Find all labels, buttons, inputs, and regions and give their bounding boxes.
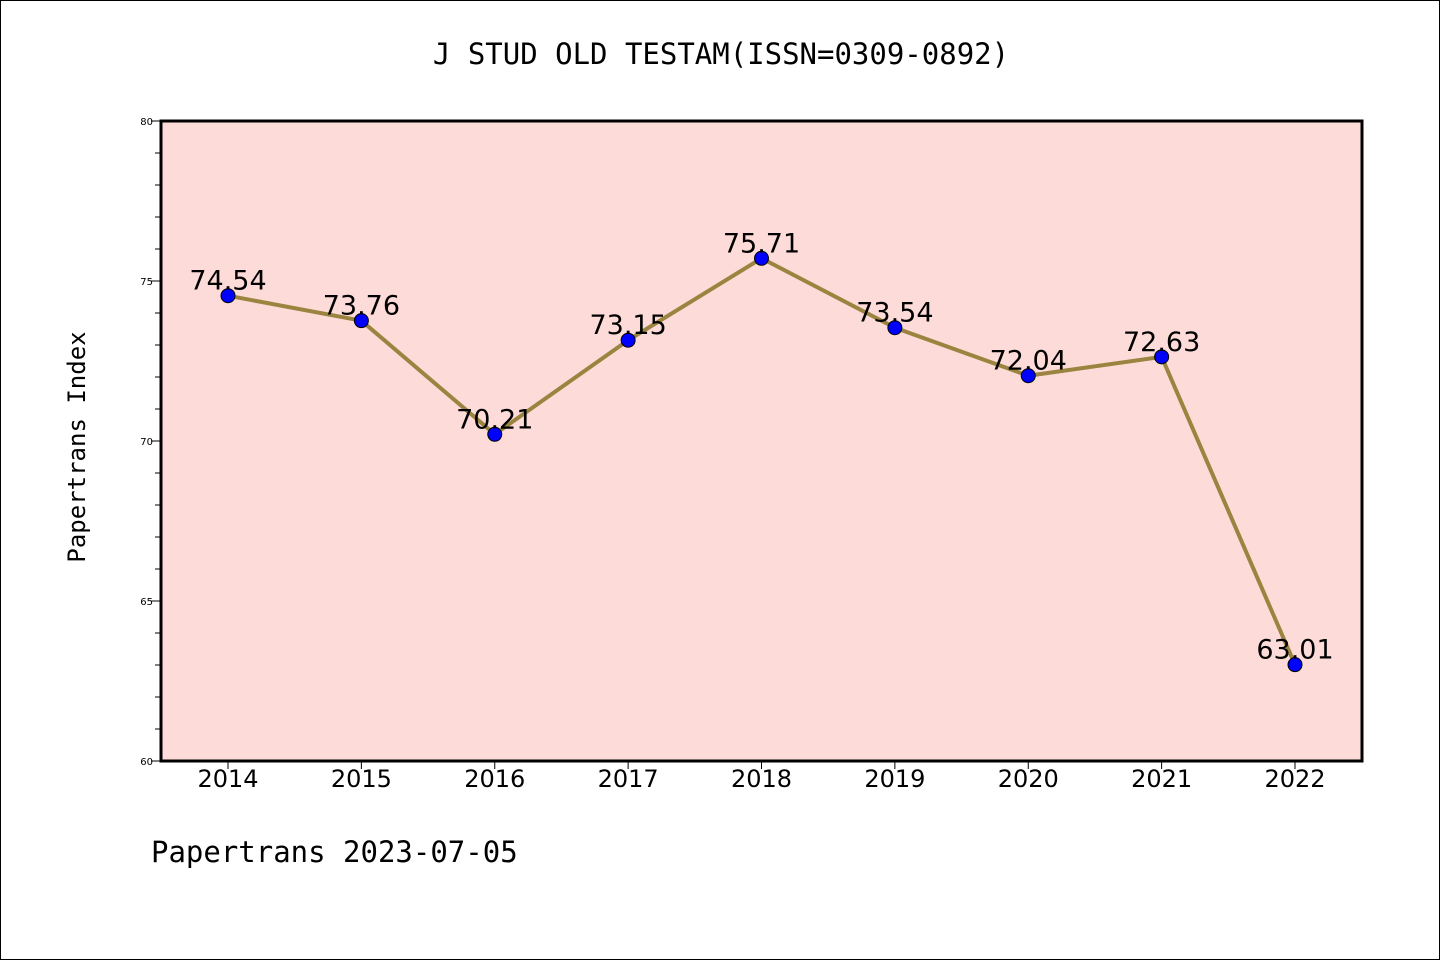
plot-border	[159, 119, 1364, 763]
data-point	[220, 288, 236, 304]
footer-date: Papertrans 2023-07-05	[151, 835, 518, 869]
x-tick-label: 2017	[598, 765, 659, 793]
y-tick-label: 80	[140, 117, 153, 128]
y-tick-label: 60	[140, 757, 153, 768]
data-label: 73.76	[323, 291, 400, 322]
x-tick-label: 2014	[197, 765, 258, 793]
data-point	[1287, 657, 1303, 673]
data-point	[754, 250, 769, 266]
data-label: 75.71	[723, 228, 800, 259]
x-tick-label: 2019	[864, 765, 925, 793]
data-point	[1154, 349, 1170, 365]
x-tick-label: 2022	[1264, 765, 1325, 793]
data-point	[620, 332, 636, 348]
y-tick-label: 75	[140, 277, 153, 288]
data-label: 70.21	[456, 404, 533, 435]
x-tick-label: 2020	[998, 765, 1059, 793]
data-label: 73.54	[856, 298, 933, 329]
x-tick-label: 2015	[331, 765, 392, 793]
y-tick-label: 65	[140, 597, 153, 608]
data-point	[887, 320, 903, 336]
x-tick-label: 2018	[731, 765, 792, 793]
y-tick-label: 70	[140, 437, 153, 448]
plot-area	[161, 121, 1362, 761]
data-point	[487, 426, 503, 442]
data-label: 63.01	[1256, 635, 1333, 666]
data-label: 72.63	[1123, 327, 1200, 358]
data-point	[353, 313, 369, 329]
data-label: 74.54	[189, 266, 266, 297]
data-label: 72.04	[990, 346, 1067, 377]
x-tick-label: 2016	[464, 765, 525, 793]
data-label: 73.15	[589, 310, 666, 341]
chart-title: J STUD OLD TESTAM(ISSN=0309-0892)	[432, 37, 1010, 71]
x-tick-label: 2021	[1131, 765, 1192, 793]
data-point	[1020, 368, 1036, 384]
